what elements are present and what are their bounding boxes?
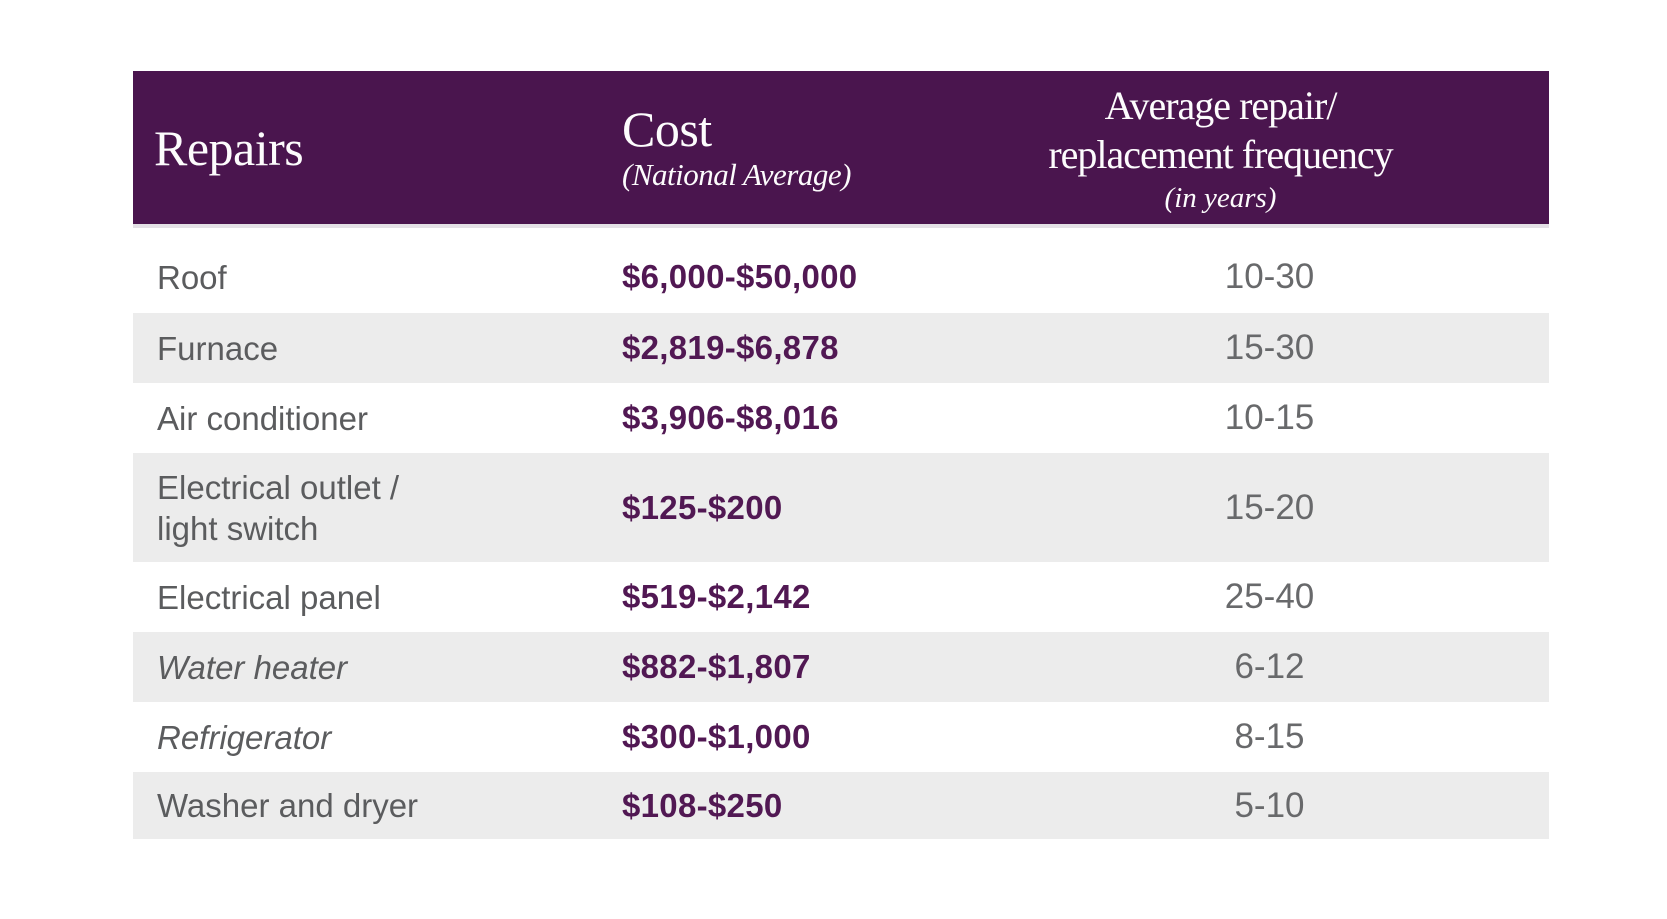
frequency-cell: 5-10 xyxy=(1234,785,1305,825)
cost-header-subtitle: (National Average) xyxy=(622,156,851,192)
table-row: Furnace $2,819-$6,878 15-30 xyxy=(133,313,1549,383)
table-row: Roof $6,000-$50,000 10-30 xyxy=(133,228,1549,313)
repairs-cost-table: Repairs Cost (National Average) Average … xyxy=(133,71,1549,839)
frequency-header-subtitle: (in years) xyxy=(1164,181,1277,214)
cost-cell: $108-$250 xyxy=(622,786,783,824)
cost-cell: $3,906-$8,016 xyxy=(622,399,839,436)
frequency-cell: 10-30 xyxy=(1224,257,1315,296)
frequency-cell: 8-15 xyxy=(1234,717,1305,756)
cost-cell: $6,000-$50,000 xyxy=(622,258,858,295)
cost-cell: $300-$1,000 xyxy=(622,718,811,755)
repair-name-cell: Roof xyxy=(157,258,227,296)
table-header-row: Repairs Cost (National Average) Average … xyxy=(133,71,1549,228)
repair-name-cell: Air conditioner xyxy=(157,399,368,437)
cost-cell: $125-$200 xyxy=(622,488,783,526)
header-cell-frequency: Average repair/ replacement frequency (i… xyxy=(990,81,1549,215)
cost-cell: $2,819-$6,878 xyxy=(622,329,839,366)
frequency-cell: 15-20 xyxy=(1224,487,1315,527)
table-row: Electrical panel $519-$2,142 25-40 xyxy=(133,562,1549,632)
frequency-header-title: Average repair/ replacement frequency xyxy=(1048,82,1393,177)
cost-header-title: Cost xyxy=(622,100,712,157)
table-body: Roof $6,000-$50,000 10-30 Furnace $2,819… xyxy=(133,228,1549,839)
repair-name-cell: Washer and dryer xyxy=(157,787,419,824)
repair-name-cell: Refrigerator xyxy=(157,718,332,756)
table-row: Air conditioner $3,906-$8,016 10-15 xyxy=(133,383,1549,453)
frequency-cell: 25-40 xyxy=(1224,577,1315,616)
header-cell-repairs: Repairs xyxy=(154,119,304,176)
frequency-cell: 6-12 xyxy=(1234,647,1305,686)
cost-cell: $882-$1,807 xyxy=(622,648,811,685)
table-row: Washer and dryer $108-$250 5-10 xyxy=(133,772,1549,839)
header-cell-cost: Cost (National Average) xyxy=(622,103,990,193)
repair-name-cell: Electrical outlet / light switch xyxy=(157,468,400,547)
cost-cell: $519-$2,142 xyxy=(622,578,811,615)
repair-name-cell: Water heater xyxy=(157,648,348,686)
table-row: Water heater $882-$1,807 6-12 xyxy=(133,632,1549,702)
frequency-cell: 10-15 xyxy=(1224,398,1315,437)
repair-name-cell: Electrical panel xyxy=(157,578,381,616)
repair-name-cell: Furnace xyxy=(157,329,279,367)
table-row: Electrical outlet / light switch $125-$2… xyxy=(133,453,1549,562)
frequency-cell: 15-30 xyxy=(1224,328,1315,367)
table-row: Refrigerator $300-$1,000 8-15 xyxy=(133,702,1549,772)
